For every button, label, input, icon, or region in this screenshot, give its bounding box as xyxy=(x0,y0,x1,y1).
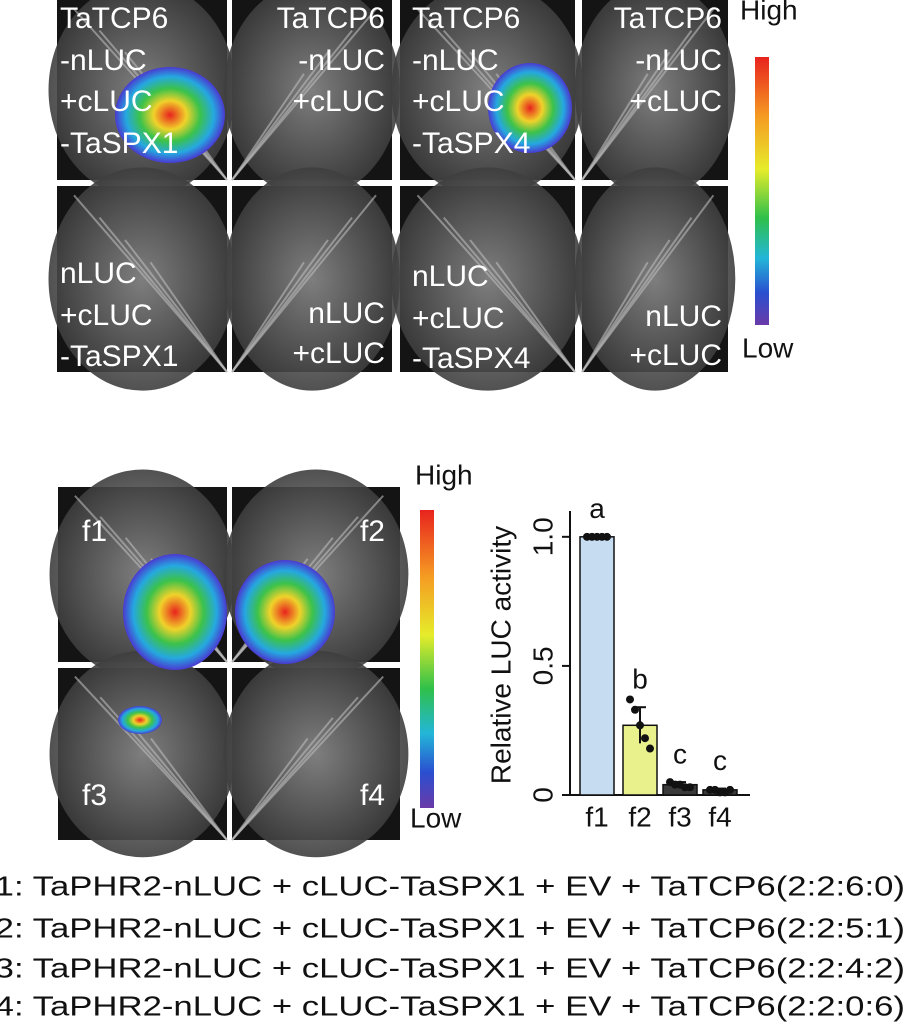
color-scale xyxy=(755,57,769,325)
leaf-vein xyxy=(124,239,228,373)
leaf-vein xyxy=(231,29,353,181)
cell-label: TaTCP6 xyxy=(412,2,520,35)
cell-label: +cLUC xyxy=(412,302,505,335)
data-point xyxy=(686,783,694,792)
leaf-vein xyxy=(149,261,228,373)
cell-label: nLUC xyxy=(412,260,489,293)
bar xyxy=(579,536,615,796)
cell-label: +cLUC xyxy=(292,337,385,370)
significance-letter: a xyxy=(589,493,605,524)
cell-label: +cLUC xyxy=(60,85,153,118)
data-point xyxy=(603,532,611,541)
color-scale xyxy=(420,510,434,808)
y-axis-label: Relative LUC activity xyxy=(485,526,516,784)
scale-high: High xyxy=(415,459,473,490)
luminescence xyxy=(123,554,227,670)
leaf-vein xyxy=(231,696,359,841)
leaf-vein xyxy=(124,717,228,841)
luminescence xyxy=(488,63,572,153)
leaf xyxy=(574,0,736,198)
cell-label: -TaSPX4 xyxy=(412,342,530,375)
leaf xyxy=(48,167,236,391)
cell-label: +cLUC xyxy=(60,299,153,332)
cell-label: TaTCP6 xyxy=(60,2,168,35)
cell-label: -TaSPX4 xyxy=(412,127,530,160)
cell-label: f4 xyxy=(360,779,385,812)
cell-label: -TaSPX1 xyxy=(60,340,178,373)
x-tick-label: f1 xyxy=(585,801,608,832)
cell-label: -nLUC xyxy=(60,44,147,77)
leaf-vein xyxy=(442,216,576,373)
leaf-vein xyxy=(231,217,353,373)
leaf xyxy=(223,650,409,858)
leaf-vein xyxy=(231,261,305,373)
significance-letter: c xyxy=(673,738,687,769)
data-point xyxy=(726,785,734,794)
scale-low: Low xyxy=(410,802,462,833)
cell-label: -nLUC xyxy=(412,44,499,77)
leaf xyxy=(574,167,736,391)
luminescence xyxy=(115,67,225,163)
cell-label: nLUC xyxy=(60,257,137,290)
cell-label: f1 xyxy=(82,515,107,548)
cell-label: nLUC xyxy=(645,300,722,333)
cell-label: +cLUC xyxy=(292,85,385,118)
footnote: f3: TaPHR2-nLUC + cLUC-TaSPX1 + EV + TaT… xyxy=(0,952,905,983)
x-tick-label: f4 xyxy=(708,801,731,832)
significance-letter: c xyxy=(713,745,727,776)
leaf-vein xyxy=(231,239,329,373)
y-tick-label: 1.0 xyxy=(527,517,558,556)
leaf xyxy=(224,167,400,391)
x-tick-label: f3 xyxy=(668,801,691,832)
leaf-vein xyxy=(581,239,671,373)
leaf-vein xyxy=(231,717,334,841)
cell-label: +cLUC xyxy=(629,85,722,118)
data-point xyxy=(646,744,654,753)
scale-high: High xyxy=(740,0,798,25)
leaf-vein xyxy=(231,73,305,181)
luminescence xyxy=(235,560,335,664)
cell-label: f3 xyxy=(82,779,107,812)
data-point xyxy=(631,705,639,714)
footnote: f2: TaPHR2-nLUC + cLUC-TaSPX1 + EV + TaT… xyxy=(0,912,905,943)
leaf-vein xyxy=(231,51,329,181)
data-point xyxy=(636,721,644,730)
cell-label: -nLUC xyxy=(298,44,385,77)
scale-low: Low xyxy=(742,332,794,363)
leaf-vein xyxy=(581,261,649,373)
significance-letter: b xyxy=(632,664,648,695)
leaf-vein xyxy=(231,737,309,841)
cell-label: nLUC xyxy=(308,297,385,330)
leaf-vein xyxy=(581,51,671,181)
leaf xyxy=(49,650,236,858)
luminescence xyxy=(118,706,162,734)
y-tick-label: 0 xyxy=(527,787,558,803)
cell-label: TaTCP6 xyxy=(614,2,722,35)
leaf-vein xyxy=(495,261,576,373)
leaf-vein xyxy=(469,239,576,373)
leaf-vein xyxy=(581,73,649,181)
cell-label: +cLUC xyxy=(412,85,505,118)
cell-label: -nLUC xyxy=(635,44,722,77)
x-tick-label: f2 xyxy=(628,801,651,832)
data-point xyxy=(641,734,649,743)
cell-label: +cLUC xyxy=(629,339,722,372)
cell-label: f2 xyxy=(360,515,385,548)
footnote: f1: TaPHR2-nLUC + cLUC-TaSPX1 + EV + TaT… xyxy=(0,870,905,901)
y-tick-label: 0.5 xyxy=(527,646,558,685)
leaf xyxy=(224,0,400,198)
cell-label: -TaSPX1 xyxy=(60,127,178,160)
cell-label: TaTCP6 xyxy=(277,2,385,35)
leaf xyxy=(391,167,584,391)
footnote: f4: TaPHR2-nLUC + cLUC-TaSPX1 + EV + TaT… xyxy=(0,990,905,1021)
leaf-vein xyxy=(150,737,228,841)
data-point xyxy=(626,695,634,704)
leaf-vein xyxy=(98,216,228,373)
